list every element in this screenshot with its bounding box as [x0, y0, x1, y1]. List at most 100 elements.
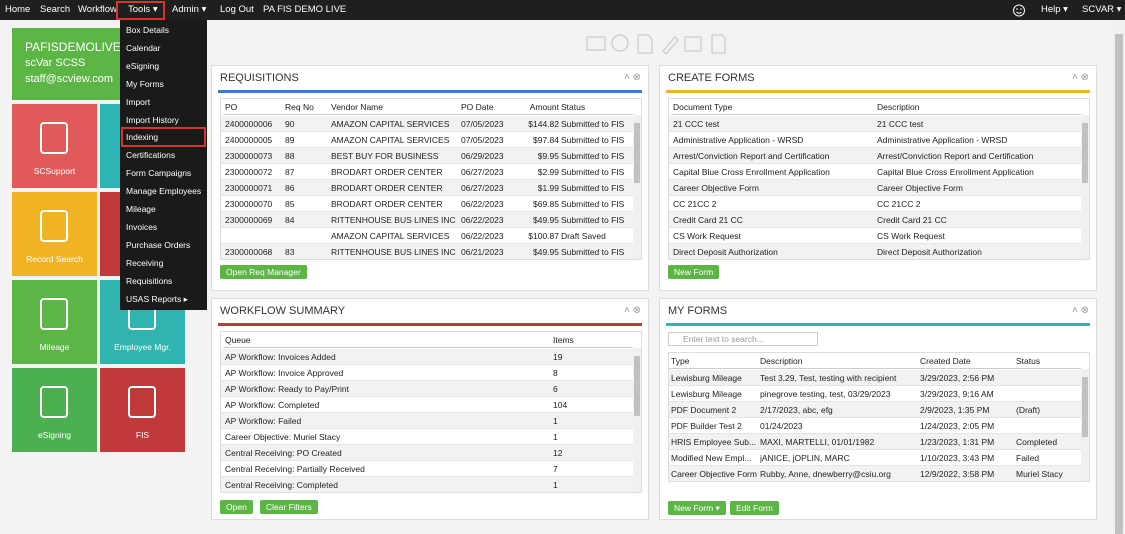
table-cell: Arrest/Conviction Report and Certificati… — [875, 148, 1081, 164]
menu-item[interactable]: Calendar — [126, 43, 161, 53]
table-row[interactable]: HRIS Employee Sub...MAXI, MARTELLI, 01/0… — [669, 434, 1081, 450]
menu-item[interactable]: Purchase Orders — [126, 240, 190, 250]
table-cell: PDF Document 2 — [669, 402, 758, 418]
table-row[interactable]: 230000007186BRODART ORDER CENTER06/27/20… — [221, 180, 633, 196]
tile-label: SCSupport — [12, 166, 97, 176]
table-cell: 12/9/2022, 3:58 PM — [918, 466, 1014, 482]
menu-item[interactable]: Manage Employees — [126, 186, 201, 196]
table-row[interactable]: Lewisburg MileageTest 3.29, Test, testin… — [669, 370, 1081, 386]
button[interactable]: Clear Filters — [260, 500, 318, 514]
tile-icon — [128, 386, 156, 418]
menu-item[interactable]: Certifications — [126, 150, 175, 160]
table-cell: 86 — [283, 180, 329, 196]
table-row[interactable]: Central Receiving: Partially Received7 — [221, 461, 633, 477]
button[interactable]: Edit Form — [730, 501, 779, 515]
table-row[interactable]: 230000006883RITTENHOUSE BUS LINES INC06/… — [221, 244, 633, 260]
table-row[interactable]: Modified New Empl...jANICE, jOPLIN, MARC… — [669, 450, 1081, 466]
scroll-thumb[interactable] — [1082, 377, 1088, 437]
menu-item[interactable]: Form Campaigns — [126, 168, 191, 178]
table-row[interactable]: AP Workflow: Ready to Pay/Print6 — [221, 381, 633, 397]
table-row[interactable]: AP Workflow: Completed104 — [221, 397, 633, 413]
tile-icon — [40, 298, 68, 330]
button[interactable]: Open — [220, 500, 253, 514]
table-cell: Career Objective Form — [875, 180, 1081, 196]
scroll-thumb[interactable] — [634, 356, 640, 416]
tile-label: eSigning — [12, 430, 97, 440]
tile[interactable]: Mileage — [12, 280, 97, 364]
table-row[interactable]: Administrative Application - WRSDAdminis… — [669, 132, 1081, 148]
nav-item[interactable]: PA FIS DEMO LIVE — [263, 0, 346, 20]
table-cell: Test 3.29, Test, testing with recipient — [758, 370, 918, 386]
nav-item[interactable]: Help ▾ — [1041, 0, 1068, 20]
table-row[interactable]: CC 21CC 2CC 21CC 2 — [669, 196, 1081, 212]
nav-item[interactable]: Log Out — [220, 0, 254, 20]
table-cell: Submitted to FIS — [559, 116, 633, 132]
table-row[interactable]: Arrest/Conviction Report and Certificati… — [669, 148, 1081, 164]
table-row[interactable]: AP Workflow: Failed1 — [221, 413, 633, 429]
table-row[interactable]: AP Workflow: Invoices Added19 — [221, 349, 633, 365]
menu-item[interactable]: Mileage — [126, 204, 156, 214]
panel-controls[interactable]: ˄ ⊗ — [1072, 305, 1089, 316]
menu-item[interactable]: Import — [126, 97, 150, 107]
nav-item[interactable]: Workflow — [78, 0, 117, 20]
menu-item[interactable]: Import History — [126, 115, 179, 125]
table-row[interactable]: Central Receiving: PO Created12 — [221, 445, 633, 461]
table-row[interactable]: Direct Deposit AuthorizationDirect Depos… — [669, 244, 1081, 260]
table-cell: 2300000069 — [223, 212, 283, 228]
nav-item[interactable]: Search — [40, 0, 70, 20]
button[interactable]: New Form ▾ — [668, 501, 726, 515]
button[interactable]: Open Req Manager — [220, 265, 307, 279]
panel-controls[interactable]: ˄ ⊗ — [624, 305, 641, 316]
menu-item[interactable]: Box Details — [126, 25, 169, 35]
menu-item[interactable]: Receiving — [126, 258, 163, 268]
table-row[interactable]: 240000000589AMAZON CAPITAL SERVICES07/05… — [221, 132, 633, 148]
table-row[interactable]: CS Work RequestCS Work Request — [669, 228, 1081, 244]
scroll-thumb[interactable] — [1082, 123, 1088, 183]
table-cell: Submitted to FIS — [559, 244, 633, 260]
tile[interactable]: Record Search — [12, 192, 97, 276]
table-row[interactable]: 230000007287BRODART ORDER CENTER06/27/20… — [221, 164, 633, 180]
table-scrollbar — [633, 115, 641, 259]
table-row[interactable]: 230000006984RITTENHOUSE BUS LINES INC06/… — [221, 212, 633, 228]
smiley-icon[interactable] — [1012, 4, 1026, 17]
nav-item[interactable]: SCVAR ▾ — [1082, 0, 1121, 20]
table-row[interactable]: Career Objective FormCareer Objective Fo… — [669, 180, 1081, 196]
nav-item[interactable]: Admin ▾ — [172, 0, 206, 20]
nav-item[interactable]: Home — [5, 0, 30, 20]
table-cell: BEST BUY FOR BUSINESS — [329, 148, 459, 164]
table-row[interactable]: 230000007085BRODART ORDER CENTER06/22/20… — [221, 196, 633, 212]
table-row[interactable]: AP Workflow: Invoice Approved8 — [221, 365, 633, 381]
table-row[interactable]: Capital Blue Cross Enrollment Applicatio… — [669, 164, 1081, 180]
table-row[interactable]: PDF Document 22/17/2023, abc, efg2/9/202… — [669, 402, 1081, 418]
scroll-thumb[interactable] — [1115, 34, 1123, 534]
tile[interactable]: SCSupport — [12, 104, 97, 188]
table-row[interactable]: Career Objective FormRubby, Anne, dnewbe… — [669, 466, 1081, 482]
table-row[interactable]: Lewisburg Mileagepinegrove testing, test… — [669, 386, 1081, 402]
tile[interactable]: eSigning — [12, 368, 97, 452]
menu-item[interactable]: My Forms — [126, 79, 164, 89]
menu-item[interactable]: Invoices — [126, 222, 157, 232]
table-row[interactable]: 21 CCC test21 CCC test — [669, 116, 1081, 132]
panel-controls[interactable]: ˄ ⊗ — [1072, 72, 1089, 83]
table-cell: 85 — [283, 196, 329, 212]
column-header: Created Date — [918, 353, 1014, 369]
table-row[interactable]: PDF Builder Test 201/24/20231/24/2023, 2… — [669, 418, 1081, 434]
menu-item[interactable]: USAS Reports ▸ — [126, 294, 188, 305]
table-cell: 2/17/2023, abc, efg — [758, 402, 918, 418]
table-row[interactable]: Central Receiving: Completed1 — [221, 477, 633, 493]
panel-controls[interactable]: ˄ ⊗ — [624, 72, 641, 83]
search-input[interactable]: Enter text to search... — [668, 332, 818, 346]
column-header: Status — [1014, 353, 1081, 369]
menu-item[interactable]: Requisitions — [126, 276, 172, 286]
table-row[interactable]: Credit Card 21 CCCredit Card 21 CC — [669, 212, 1081, 228]
button[interactable]: New Form — [668, 265, 719, 279]
table-row[interactable]: Career Objective: Muriel Stacy1 — [221, 429, 633, 445]
table-cell: Modified New Empl... — [669, 450, 758, 466]
table-row[interactable]: AMAZON CAPITAL SERVICES06/22/2023$100.87… — [221, 228, 633, 244]
table-cell: 83 — [283, 244, 329, 260]
table-row[interactable]: 230000007388BEST BUY FOR BUSINESS06/29/2… — [221, 148, 633, 164]
table-row[interactable]: 240000000690AMAZON CAPITAL SERVICES07/05… — [221, 116, 633, 132]
tile[interactable]: FIS — [100, 368, 185, 452]
scroll-thumb[interactable] — [634, 123, 640, 183]
menu-item[interactable]: eSigning — [126, 61, 159, 71]
